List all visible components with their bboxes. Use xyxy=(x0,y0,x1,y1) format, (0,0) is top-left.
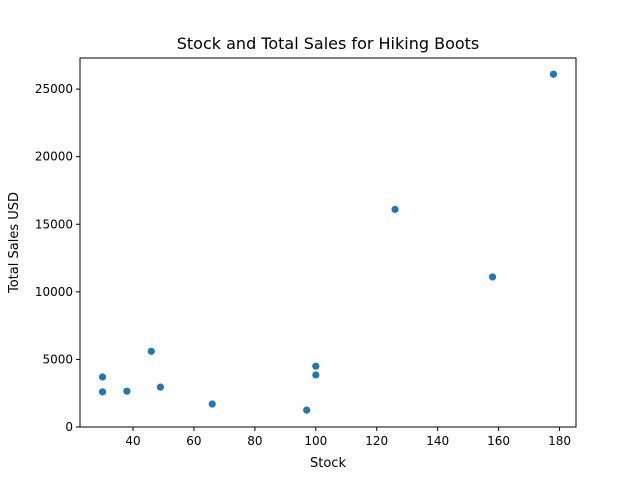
data-point xyxy=(312,371,320,379)
x-tick-label: 60 xyxy=(186,434,201,448)
x-tick-label: 180 xyxy=(548,434,571,448)
plot-frame xyxy=(79,57,577,428)
y-axis-label: Total Sales USD xyxy=(7,192,22,294)
data-point xyxy=(208,400,216,408)
data-point xyxy=(303,406,311,414)
data-point xyxy=(98,373,107,381)
x-tick-label: 120 xyxy=(365,434,388,448)
y-tick-label: 15000 xyxy=(35,217,73,231)
y-axis-ticks: 0 5000 10000 15000 20000 25000 xyxy=(35,82,80,434)
x-tick-label: 100 xyxy=(304,434,327,448)
data-points xyxy=(98,70,558,414)
data-point xyxy=(488,273,497,281)
data-point xyxy=(391,205,399,213)
data-point xyxy=(147,347,155,355)
data-point xyxy=(312,362,320,370)
x-tick-label: 40 xyxy=(125,434,140,448)
data-point xyxy=(549,70,558,78)
chart-title: Stock and Total Sales for Hiking Boots xyxy=(177,34,480,53)
x-axis-label: Stock xyxy=(310,456,346,471)
data-point xyxy=(123,387,131,395)
x-tick-label: 80 xyxy=(247,434,262,448)
x-tick-label: 140 xyxy=(426,434,449,448)
y-tick-label: 20000 xyxy=(35,150,73,164)
x-tick-label: 160 xyxy=(487,434,510,448)
y-tick-label: 25000 xyxy=(35,82,73,96)
x-axis-ticks: 40 60 80 100 120 140 160 180 xyxy=(125,427,571,448)
data-point xyxy=(98,388,107,396)
y-tick-label: 5000 xyxy=(42,352,73,366)
y-tick-label: 10000 xyxy=(35,285,73,299)
y-tick-label: 0 xyxy=(65,420,73,434)
data-point xyxy=(156,383,165,391)
